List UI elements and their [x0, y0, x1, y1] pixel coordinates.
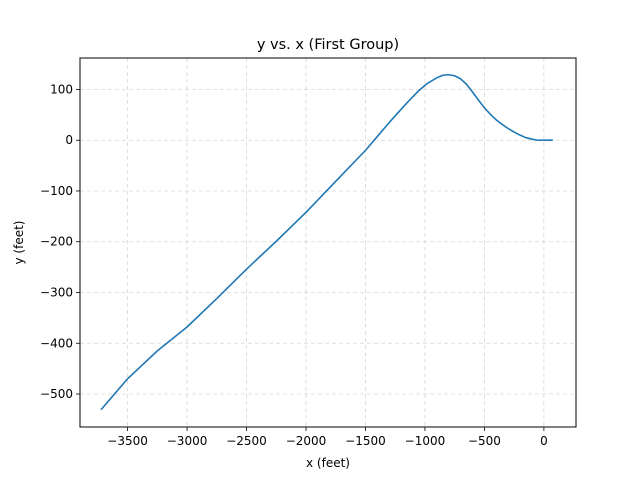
y-tick-label: −500 [40, 387, 73, 401]
x-tick-label: −2500 [226, 434, 267, 448]
x-tick-label: −1000 [405, 434, 446, 448]
plot-frame [79, 57, 577, 428]
x-tick-label: −500 [468, 434, 501, 448]
x-tick-label: −2000 [286, 434, 327, 448]
series-layer [100, 73, 554, 411]
y-tick-label: 0 [65, 133, 73, 147]
x-tick-label: 0 [540, 434, 548, 448]
x-tick-label: −1500 [345, 434, 386, 448]
series-line-0 [100, 73, 554, 411]
y-tick-label: −200 [40, 235, 73, 249]
x-axis-label: x (feet) [306, 456, 350, 470]
y-axis-label: y (feet) [12, 221, 26, 265]
y-tick-label: 100 [50, 82, 73, 96]
grid [80, 58, 576, 427]
y-tick-label: −400 [40, 336, 73, 350]
ticks: −3500 −3000 −2500 −2000 −1500 −1000 −500 0 100 0 −… [40, 82, 548, 448]
x-tick-label: −3000 [167, 434, 208, 448]
chart-title: y vs. x (First Group) [257, 37, 399, 53]
x-tick-label: −3500 [107, 434, 148, 448]
y-tick-label: −100 [40, 184, 73, 198]
y-tick-label: −300 [40, 285, 73, 299]
